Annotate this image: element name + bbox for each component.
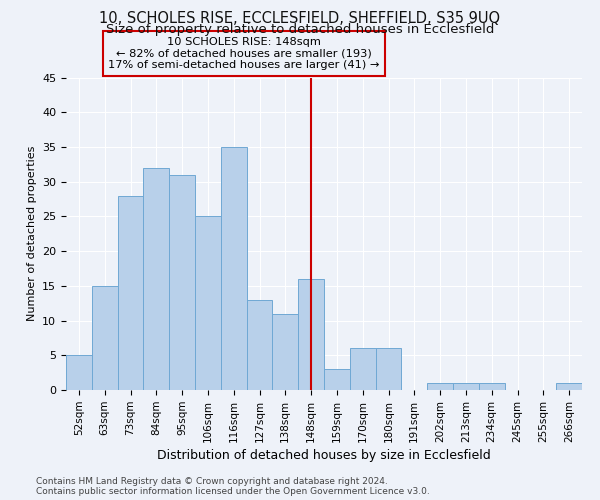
Bar xyxy=(324,369,350,390)
Bar xyxy=(298,279,324,390)
Bar xyxy=(453,383,479,390)
Bar xyxy=(143,168,169,390)
Bar xyxy=(556,383,582,390)
Text: 10, SCHOLES RISE, ECCLESFIELD, SHEFFIELD, S35 9UQ: 10, SCHOLES RISE, ECCLESFIELD, SHEFFIELD… xyxy=(100,11,500,26)
Bar xyxy=(247,300,272,390)
Bar xyxy=(479,383,505,390)
X-axis label: Distribution of detached houses by size in Ecclesfield: Distribution of detached houses by size … xyxy=(157,449,491,462)
Bar xyxy=(427,383,453,390)
Bar xyxy=(350,348,376,390)
Bar xyxy=(221,147,247,390)
Bar xyxy=(92,286,118,390)
Text: Size of property relative to detached houses in Ecclesfield: Size of property relative to detached ho… xyxy=(106,22,494,36)
Bar xyxy=(272,314,298,390)
Bar xyxy=(118,196,143,390)
Bar xyxy=(376,348,401,390)
Bar xyxy=(169,174,195,390)
Text: 10 SCHOLES RISE: 148sqm
← 82% of detached houses are smaller (193)
17% of semi-d: 10 SCHOLES RISE: 148sqm ← 82% of detache… xyxy=(109,37,380,70)
Bar xyxy=(66,356,92,390)
Text: Contains HM Land Registry data © Crown copyright and database right 2024.
Contai: Contains HM Land Registry data © Crown c… xyxy=(36,476,430,496)
Bar xyxy=(195,216,221,390)
Y-axis label: Number of detached properties: Number of detached properties xyxy=(26,146,37,322)
